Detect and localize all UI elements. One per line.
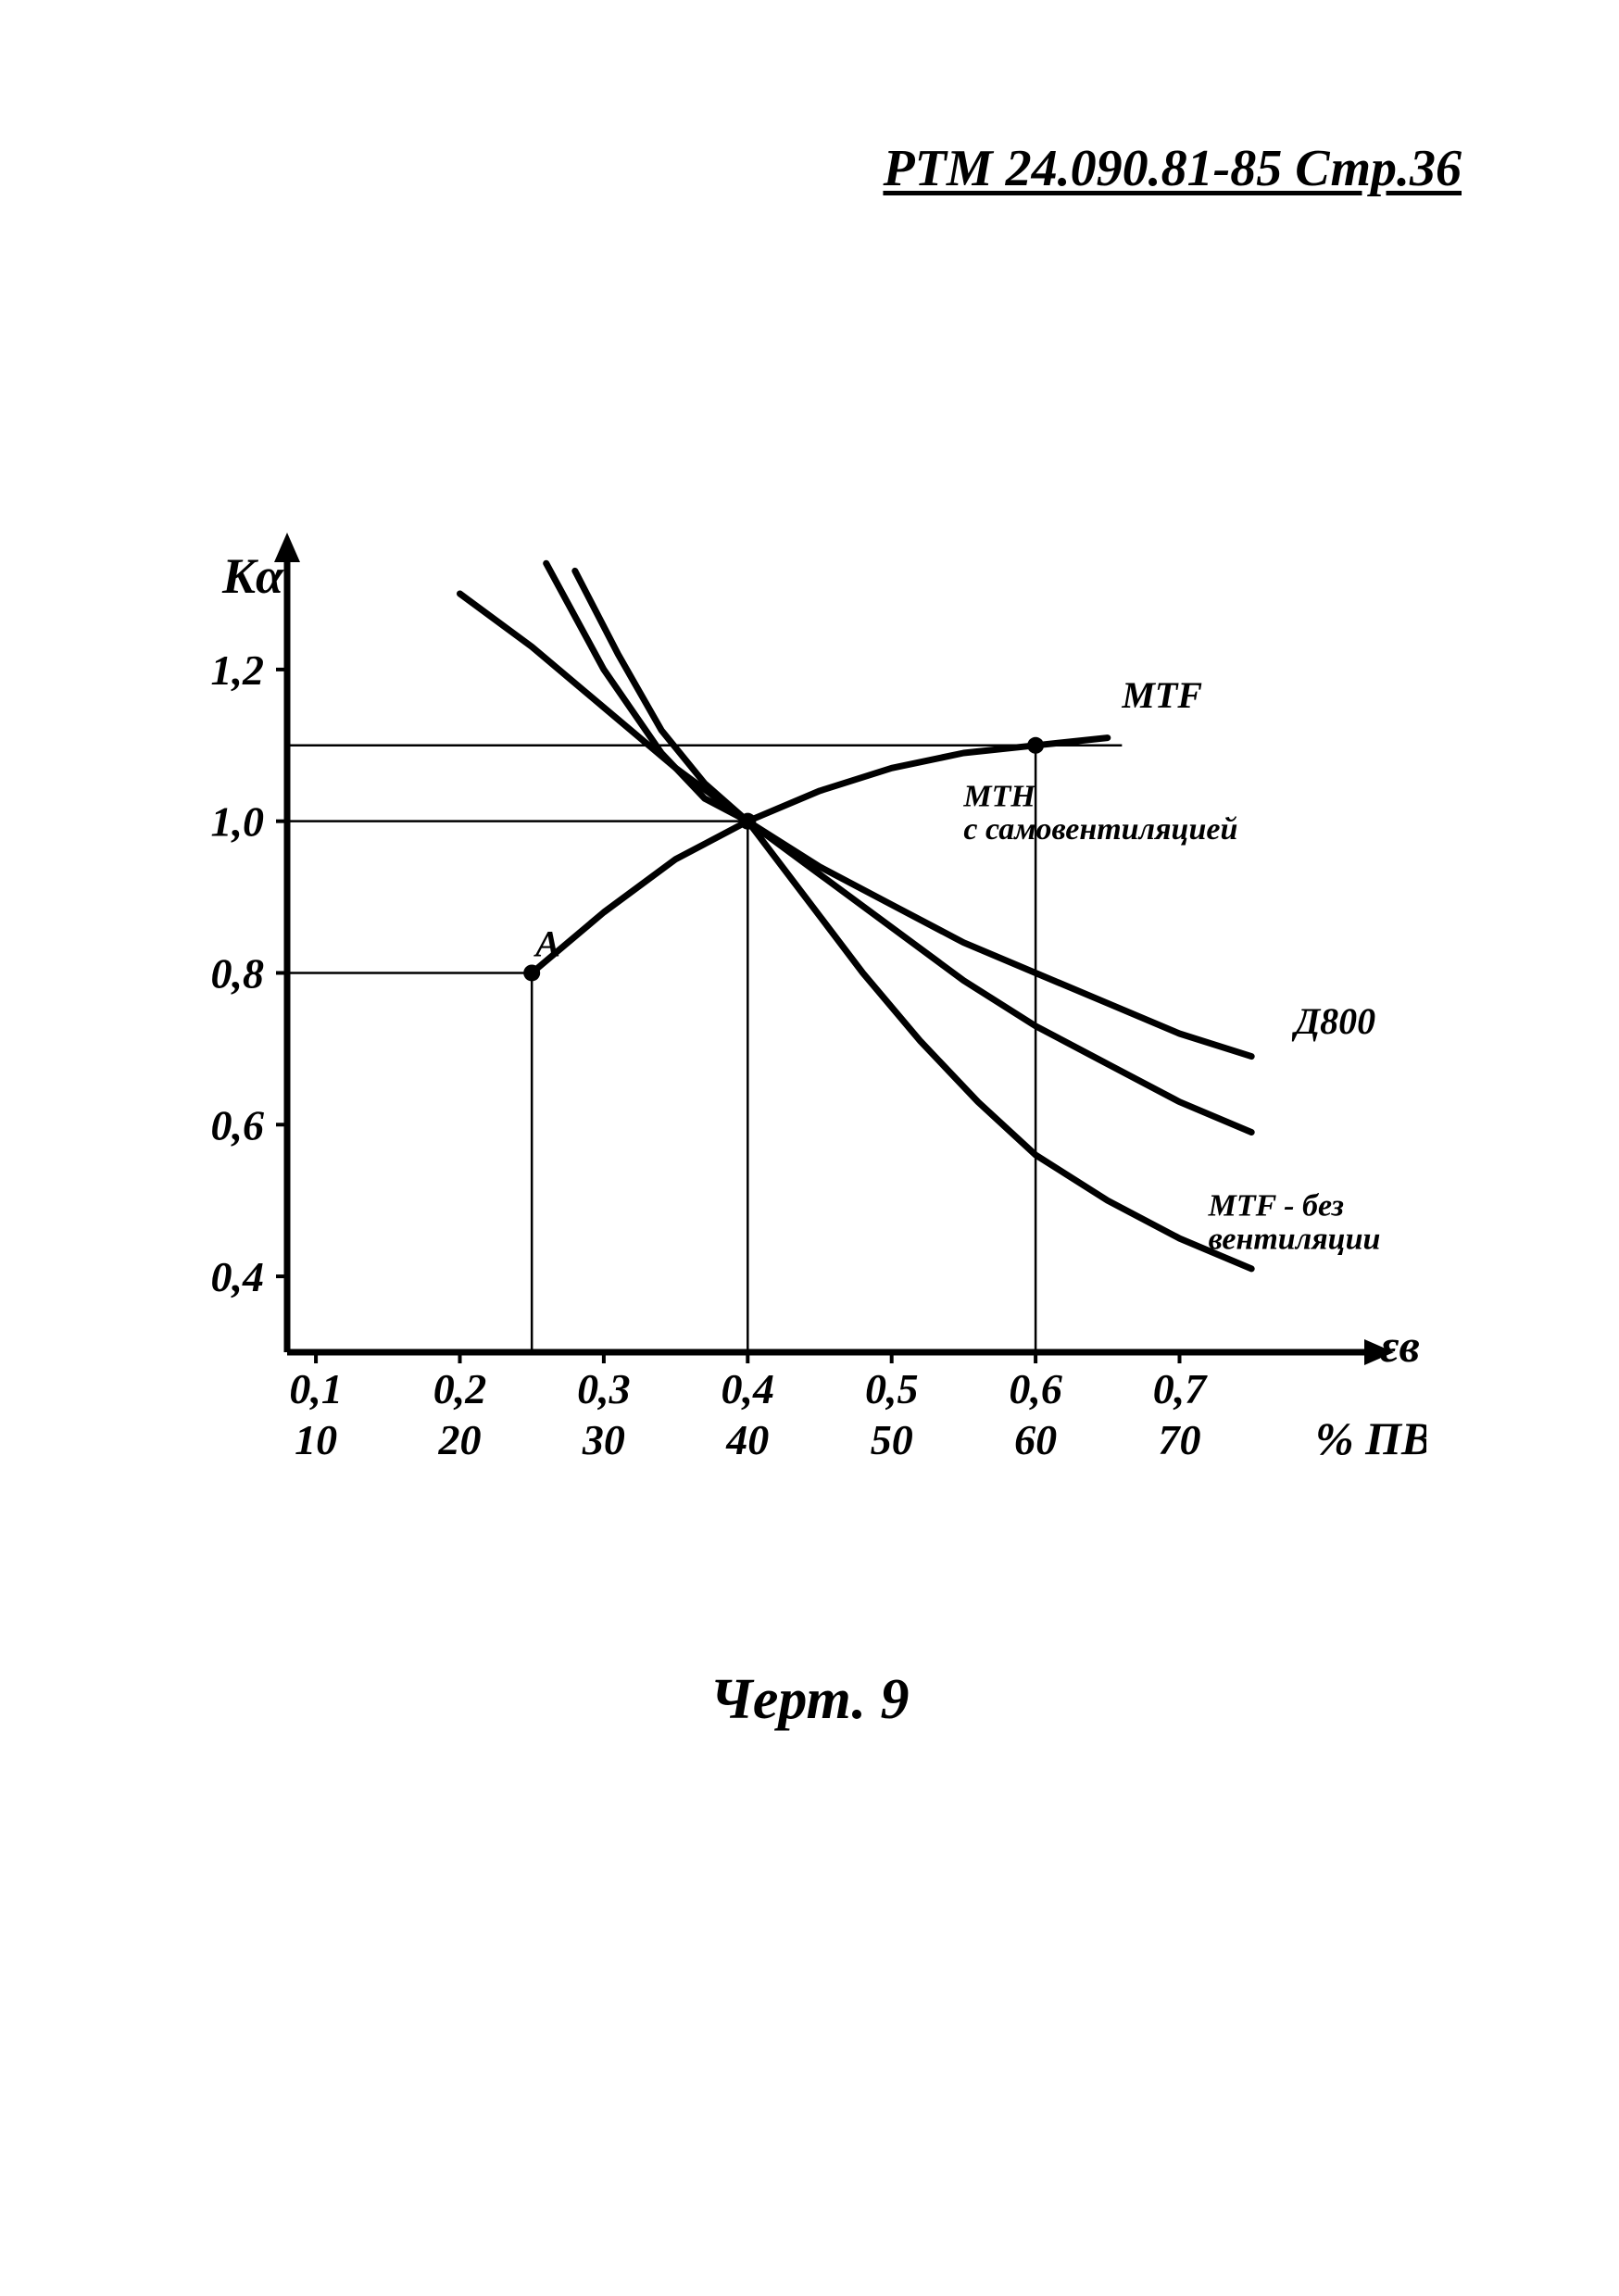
x-tick-label-row2: 20 [437, 1416, 481, 1463]
x-tick-label-row2: 30 [582, 1416, 625, 1463]
y-tick-label: 1,0 [211, 798, 265, 846]
x-tick-label-row1: 0,7 [1153, 1365, 1209, 1412]
y-tick-label: 0,8 [211, 949, 265, 997]
x-tick-label-row1: 0,6 [1009, 1365, 1062, 1412]
label-mtf: МТF [1121, 674, 1202, 716]
y-tick-label: 0,6 [211, 1101, 265, 1148]
y-axis-title: Kα [221, 548, 284, 604]
x-axis-title-ev: εв [1380, 1320, 1420, 1372]
x-tick-label-row2: 60 [1014, 1416, 1057, 1463]
label-mtf-no-vent: МТF - безвентиляции [1208, 1189, 1381, 1257]
point-a-label: A [533, 922, 560, 964]
chart-container: Kα0,40,60,81,01,20,1100,2200,3300,4400,5… [130, 519, 1426, 1537]
x-tick-label-row1: 0,5 [865, 1365, 919, 1412]
figure-caption: Черт. 9 [0, 1667, 1619, 1733]
x-tick-label-row1: 0,2 [433, 1365, 486, 1412]
curve-mtf_no_vent [546, 563, 1251, 1269]
x-tick-label-row2: 70 [1159, 1416, 1201, 1463]
curve-mtf [532, 738, 1108, 973]
x-axis-title-pv: % ПВ [1315, 1412, 1426, 1464]
x-tick-label-row1: 0,4 [722, 1365, 775, 1412]
y-tick-label: 1,2 [211, 646, 265, 694]
y-tick-label: 0,4 [211, 1253, 265, 1300]
x-tick-label-row1: 0,1 [289, 1365, 343, 1412]
x-tick-label-row2: 40 [725, 1416, 769, 1463]
chart-svg: Kα0,40,60,81,01,20,1100,2200,3300,4400,5… [130, 519, 1426, 1537]
x-tick-label-row2: 10 [295, 1416, 337, 1463]
x-tick-label-row1: 0,3 [577, 1365, 631, 1412]
label-d800: Д800 [1291, 1000, 1375, 1042]
x-tick-label-row2: 50 [871, 1416, 913, 1463]
label-mtn: МТНс самовентиляцией [962, 779, 1237, 847]
page-header: РТМ 24.090.81-85 Стр.36 [883, 139, 1462, 198]
